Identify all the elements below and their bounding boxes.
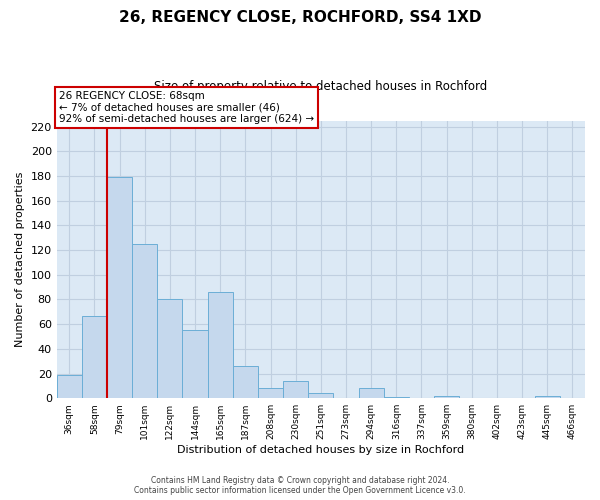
Bar [359,388,384,398]
Bar [308,394,334,398]
Text: 26, REGENCY CLOSE, ROCHFORD, SS4 1XD: 26, REGENCY CLOSE, ROCHFORD, SS4 1XD [119,10,481,25]
Bar [434,396,459,398]
Text: Contains HM Land Registry data © Crown copyright and database right 2024.
Contai: Contains HM Land Registry data © Crown c… [134,476,466,495]
Bar [208,292,233,398]
Bar [535,396,560,398]
Text: 26 REGENCY CLOSE: 68sqm
← 7% of detached houses are smaller (46)
92% of semi-det: 26 REGENCY CLOSE: 68sqm ← 7% of detached… [59,91,314,124]
Bar [107,178,132,398]
Bar [233,366,258,398]
Bar [132,244,157,398]
Title: Size of property relative to detached houses in Rochford: Size of property relative to detached ho… [154,80,487,93]
Bar [56,375,82,398]
Bar [283,381,308,398]
Bar [182,330,208,398]
Bar [384,397,409,398]
Bar [82,316,107,398]
X-axis label: Distribution of detached houses by size in Rochford: Distribution of detached houses by size … [177,445,464,455]
Y-axis label: Number of detached properties: Number of detached properties [15,172,25,347]
Bar [258,388,283,398]
Bar [157,300,182,398]
